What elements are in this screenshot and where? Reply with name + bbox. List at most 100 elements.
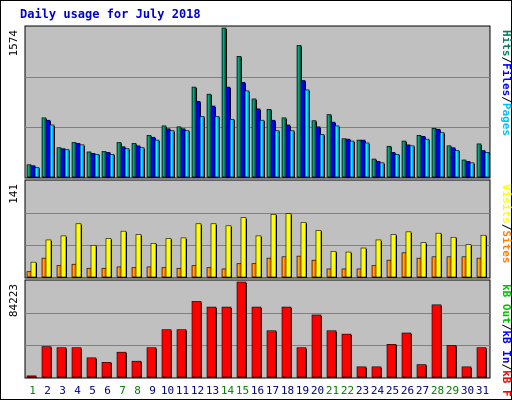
visits-sites-bar-visits-17-body (270, 214, 277, 278)
visits-sites-bar-visits-26 (405, 231, 412, 278)
hits-files-pages-bar-pages-30 (469, 162, 475, 178)
visits-sites-bar-visits-15 (240, 217, 247, 278)
kbf-kbin-kbout-bar-kb-f-26-body (401, 332, 412, 378)
visits-sites-legend-visits: Visits (500, 184, 512, 224)
hits-files-pages-bar-pages-7 (124, 148, 130, 178)
visits-sites-bar-visits-24-body (375, 239, 382, 278)
kbf-kbin-kbout-bar-kb-f-7-highlight (118, 353, 119, 376)
visits-sites-bar-visits-17 (270, 214, 277, 278)
visits-sites-bar-visits-20-body (315, 230, 322, 278)
hits-files-pages-bar-pages-29 (454, 150, 460, 178)
hits-files-pages-bar-pages-1-highlight (36, 168, 37, 176)
hits-files-pages-bar-pages-26 (409, 145, 415, 178)
hits-files-pages-bar-hits-14-highlight (223, 29, 224, 176)
visits-sites-bar-sites-28-highlight (433, 257, 434, 276)
kbf-kbin-kbout-bar-kb-f-22-body (341, 333, 352, 378)
kbf-kbin-kbout-bar-kb-f-10-highlight (163, 330, 164, 376)
hits-files-pages-bar-pages-14 (229, 118, 235, 178)
visits-sites-bar-visits-10-highlight (167, 239, 168, 276)
hits-files-pages-bar-pages-29-highlight (456, 151, 457, 176)
day-label-23: 23 (356, 384, 369, 397)
hits-files-pages-bar-pages-12-highlight (201, 117, 202, 176)
visits-sites-bar-visits-16 (255, 235, 262, 278)
visits-sites-bar-sites-27-highlight (418, 259, 419, 276)
visits-sites-axis-legend: Visits/Sites (500, 184, 512, 264)
kbf-kbin-kbout-bar-kb-f-17-body (266, 330, 277, 378)
hits-files-pages-bar-pages-10-highlight (171, 131, 172, 176)
hits-files-pages-bar-pages-3 (64, 149, 70, 178)
hits-files-pages-bar-pages-15-highlight (246, 91, 247, 176)
hits-files-pages-bar-files-13-highlight (212, 107, 213, 176)
visits-sites-bar-sites-1-highlight (28, 272, 29, 276)
kbf-kbin-kbout-bar-kb-f-16-body (251, 306, 262, 378)
hits-files-pages-bar-pages-18-highlight (291, 131, 292, 176)
visits-sites-bar-visits-5 (90, 245, 97, 278)
visits-sites-bar-visits-14 (225, 225, 232, 278)
day-label-21: 21 (326, 384, 339, 397)
hits-files-pages-bar-files-7-highlight (122, 147, 123, 176)
kbf-kbin-kbout-bar-kb-f-12-highlight (193, 302, 194, 376)
hits-files-pages-bar-pages-20-highlight (321, 135, 322, 176)
hits-files-pages-bar-pages-23-highlight (366, 143, 367, 176)
kbf-kbin-kbout-bar-kb-f-1-shadow (28, 376, 37, 378)
visits-sites-bar-visits-6 (105, 238, 112, 278)
hits-files-pages-bar-hits-18-highlight (283, 118, 284, 176)
visits-sites-bar-visits-3-body (60, 235, 67, 278)
kbf-kbin-kbout-bar-kb-f-23-body (356, 366, 367, 378)
hits-files-pages-bar-pages-23 (364, 142, 370, 178)
hits-files-pages-bar-hits-20-highlight (313, 121, 314, 176)
visits-sites-bar-visits-23-body (360, 247, 367, 278)
hits-files-pages-bar-hits-3-highlight (58, 148, 59, 176)
kbf-kbin-kbout-bar-kb-f-2-body (41, 346, 52, 378)
kbf-kbin-kbout-bar-kb-f-21-highlight (328, 331, 329, 376)
visits-sites-bar-visits-27-highlight (422, 243, 423, 276)
visits-sites-bar-visits-9-highlight (152, 244, 153, 276)
visits-sites-bar-visits-19 (300, 222, 307, 278)
kbf-kbin-kbout-bar-kb-f-24-highlight (373, 367, 374, 376)
visits-sites-bar-visits-22 (345, 251, 352, 278)
hits-files-pages-bar-hits-22-highlight (343, 139, 344, 176)
kbf-kbin-kbout-bar-kb-f-18-body (281, 306, 292, 378)
visits-sites-bar-visits-8-highlight (137, 235, 138, 276)
chart-title: Daily usage for July 2018 (20, 7, 201, 21)
hits-files-pages-bar-hits-24-highlight (373, 160, 374, 176)
visits-sites-bar-visits-28 (435, 232, 442, 278)
hits-files-pages-bar-pages-15 (244, 90, 250, 178)
visits-sites-bar-visits-1 (30, 261, 37, 278)
hits-files-pages-bar-hits-16-highlight (253, 99, 254, 176)
hits-files-pages-bar-files-15-highlight (242, 83, 243, 176)
hits-files-pages-bar-pages-25 (394, 153, 400, 178)
visits-sites-bar-visits-22-highlight (347, 253, 348, 276)
kbf-kbin-kbout-bar-kb-f-23-highlight (358, 367, 359, 376)
visits-sites-bar-visits-29 (450, 236, 457, 278)
hits-files-pages-bar-pages-24-highlight (381, 163, 382, 176)
kbf-kbin-kbout-bar-kb-f-27-highlight (418, 365, 419, 376)
hits-files-pages-bar-pages-28 (439, 132, 445, 178)
day-label-2: 2 (44, 384, 51, 397)
hits-files-pages-bar-pages-31 (484, 152, 490, 178)
visits-sites-bar-visits-29-highlight (452, 238, 453, 276)
hits-files-pages-bar-hits-23-highlight (358, 141, 359, 176)
visits-sites-bar-sites-10-highlight (163, 268, 164, 276)
hits-files-pages-bar-files-1-highlight (32, 166, 33, 176)
visits-sites-bar-visits-4-body (75, 223, 82, 278)
hits-files-pages-bar-hits-17-highlight (268, 110, 269, 176)
kbf-kbin-kbout-bar-kb-f-3-highlight (58, 348, 59, 376)
kbf-kbin-kbout-bar-kb-f-11-highlight (178, 330, 179, 376)
kbf-kbin-kbout-bar-kb-f-7 (116, 351, 127, 378)
hits-files-pages-bar-files-28-highlight (437, 130, 438, 176)
kbf-kbin-kbout-bar-kb-f-6 (101, 362, 112, 378)
day-label-10: 10 (161, 384, 174, 397)
kbf-kbin-kbout-bar-kb-f-29-body (446, 345, 457, 378)
kbf-kbin-kbout-bar-kb-f-9-highlight (148, 348, 149, 376)
hits-files-pages-bar-pages-20 (319, 134, 325, 178)
hits-files-pages-bar-files-25-highlight (392, 153, 393, 176)
visits-sites-bar-visits-15-body (240, 217, 247, 278)
visits-sites-bar-visits-2-body (45, 239, 52, 278)
hits-files-pages-legend-files: Files (500, 63, 512, 96)
visits-sites-bar-visits-28-highlight (437, 234, 438, 276)
kbf-kbin-kbout-bar-kb-f-16 (251, 306, 262, 378)
hits-files-pages-bar-files-14-highlight (227, 88, 228, 176)
day-label-22: 22 (341, 384, 354, 397)
kbf-kbin-kbout-bar-kb-f-2 (41, 346, 52, 378)
